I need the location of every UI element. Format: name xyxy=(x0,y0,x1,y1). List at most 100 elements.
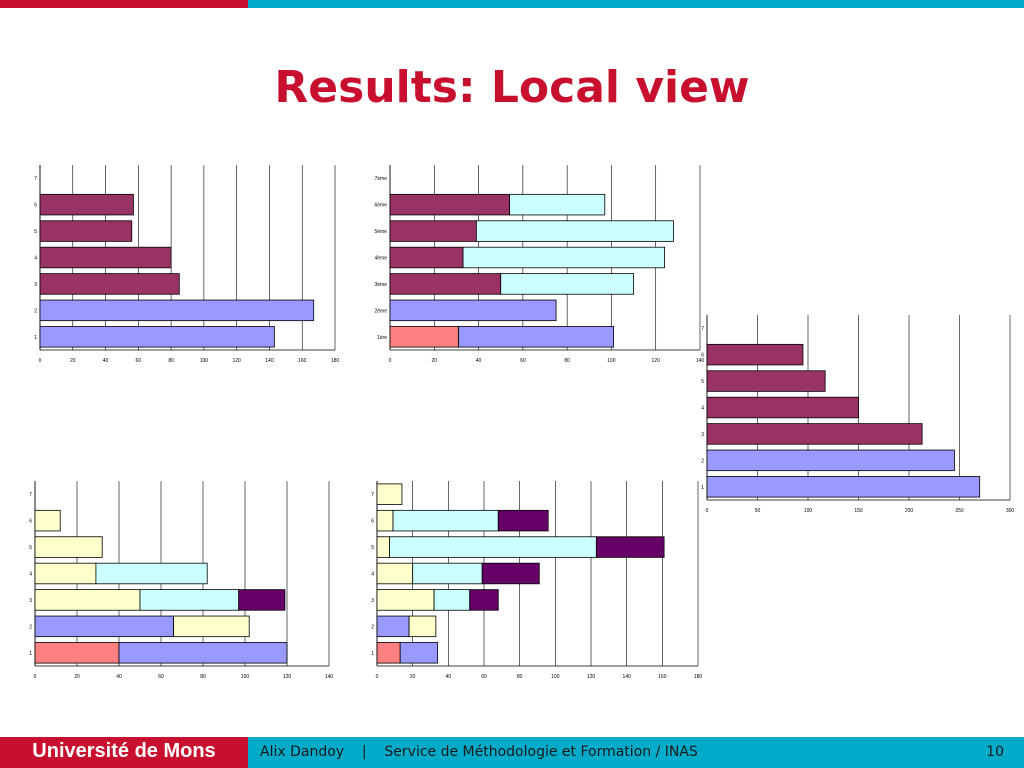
x-tick-label: 100 xyxy=(804,508,813,514)
y-tick-label: 3 xyxy=(34,282,37,288)
bar-segment xyxy=(376,483,403,505)
x-tick-label: 60 xyxy=(158,674,164,680)
bar-segment xyxy=(34,615,175,638)
bar-segment xyxy=(595,536,665,558)
bar-segment xyxy=(389,273,502,295)
y-tick-label: 2 xyxy=(701,458,704,464)
y-tick-label: 7 xyxy=(701,326,704,332)
y-tick-label: 1ère xyxy=(377,335,387,341)
x-tick-label: 100 xyxy=(551,674,560,680)
page-number: 10 xyxy=(986,744,1004,760)
chart-5-svg: 0 20 40 60 80 100 120 140 160 180 1 2 3 4 5 6 7 xyxy=(371,481,703,680)
slide-title: Results: Local view xyxy=(274,62,750,113)
footer-institution: Université de Mons xyxy=(0,737,248,768)
bar-segment xyxy=(376,536,390,558)
x-tick-label: 160 xyxy=(658,674,667,680)
x-tick-label: 180 xyxy=(694,674,703,680)
footer-credits: Alix Dandoy | Service de Méthodologie et… xyxy=(260,737,698,768)
x-tick-label: 120 xyxy=(652,358,661,364)
bar-segment xyxy=(462,246,665,269)
x-tick-label: 0 xyxy=(389,358,392,364)
x-tick-label: 0 xyxy=(376,674,379,680)
x-tick-label: 20 xyxy=(410,674,416,680)
bar-segment xyxy=(34,562,97,585)
y-tick-label: 5 xyxy=(371,545,374,551)
x-tick-label: 40 xyxy=(103,358,109,364)
footer: Université de Mons Alix Dandoy | Service… xyxy=(0,737,1024,768)
y-tick-label: 6 xyxy=(371,519,374,525)
bar-segment xyxy=(376,589,435,611)
x-tick-label: 60 xyxy=(136,358,142,364)
bar-segment xyxy=(39,299,315,322)
y-tick-label: 7ème xyxy=(374,176,387,182)
y-tick-label: 2 xyxy=(34,308,37,314)
y-tick-label: 2ème xyxy=(374,308,387,314)
bar-segment xyxy=(706,423,923,445)
footer-band xyxy=(248,737,1024,768)
x-tick-label: 180 xyxy=(331,358,340,364)
x-tick-label: 0 xyxy=(34,674,37,680)
y-tick-label: 1 xyxy=(34,335,37,341)
bar-segment xyxy=(497,509,549,532)
top-accent-bar-red xyxy=(0,0,248,8)
chart-3-svg: 0 50 100 150 200 250 300 1 2 3 4 5 6 7 xyxy=(701,315,1014,514)
y-tick-label: 4 xyxy=(371,572,374,578)
x-tick-label: 140 xyxy=(265,358,274,364)
bar-segment xyxy=(469,589,499,611)
y-tick-label: 1 xyxy=(371,651,374,657)
y-tick-label: 3ème xyxy=(374,282,387,288)
bar-segment xyxy=(39,246,172,269)
x-tick-label: 40 xyxy=(446,674,452,680)
x-tick-label: 140 xyxy=(622,674,631,680)
bar-segment xyxy=(34,509,61,532)
chart-1: 0 20 40 60 80 100 120 140 160 180 1 2 3 4 5 6 7 xyxy=(30,160,340,365)
bar-segment xyxy=(399,642,439,664)
chart-2: 0 20 40 60 80 100 120 140 1ère 2ème 3ème 4ème 5ème 6è… xyxy=(370,160,705,365)
bar-segment xyxy=(34,536,103,558)
bar-segment xyxy=(376,562,414,585)
footer-department: Service de Méthodologie et Formation / I… xyxy=(384,744,698,760)
bar-segment xyxy=(389,299,557,322)
x-tick-label: 150 xyxy=(854,508,863,514)
chart-2-svg: 0 20 40 60 80 100 120 140 1ère 2ème 3ème 4ème 5ème 6è… xyxy=(374,165,704,364)
chart-4-svg: 0 20 40 60 80 100 120 140 1 2 3 4 5 6 7 xyxy=(29,481,334,680)
bar-segment xyxy=(392,509,499,532)
x-tick-label: 0 xyxy=(706,508,709,514)
bar-segment xyxy=(500,273,634,295)
y-tick-label: 5ème xyxy=(374,229,387,235)
chart-4: 0 20 40 60 80 100 120 140 1 2 3 4 5 6 7 xyxy=(26,476,334,681)
y-tick-label: 4 xyxy=(34,256,37,262)
bar-segment xyxy=(39,193,134,216)
y-tick-label: 4 xyxy=(701,406,704,412)
y-tick-label: 3 xyxy=(29,598,32,604)
footer-author: Alix Dandoy xyxy=(260,744,345,760)
y-tick-label: 3 xyxy=(371,598,374,604)
chart-5: 0 20 40 60 80 100 120 140 160 180 1 2 3 4 5 6 7 xyxy=(368,476,703,681)
y-tick-label: 6 xyxy=(29,519,32,525)
bar-segment xyxy=(139,589,240,611)
bar-segment xyxy=(376,615,410,638)
y-tick-label: 7 xyxy=(29,492,32,498)
bar-segment xyxy=(458,326,615,348)
bar-segment xyxy=(408,615,437,638)
y-tick-label: 7 xyxy=(371,492,374,498)
y-tick-label: 7 xyxy=(34,176,37,182)
bar-segment xyxy=(706,449,955,472)
y-tick-label: 3 xyxy=(701,432,704,438)
bar-segment xyxy=(39,326,275,348)
bar-segment xyxy=(34,589,141,611)
y-tick-label: 1 xyxy=(29,651,32,657)
x-tick-label: 140 xyxy=(325,674,334,680)
bar-segment xyxy=(389,246,464,269)
x-tick-label: 120 xyxy=(283,674,292,680)
x-tick-label: 0 xyxy=(39,358,42,364)
y-tick-label: 4ème xyxy=(374,256,387,262)
x-tick-label: 160 xyxy=(298,358,307,364)
bar-segment xyxy=(433,589,471,611)
bar-segment xyxy=(389,326,460,348)
bar-segment xyxy=(706,370,826,392)
x-tick-label: 20 xyxy=(432,358,438,364)
x-tick-label: 200 xyxy=(905,508,914,514)
bar-segment xyxy=(706,343,804,366)
x-tick-label: 20 xyxy=(74,674,80,680)
